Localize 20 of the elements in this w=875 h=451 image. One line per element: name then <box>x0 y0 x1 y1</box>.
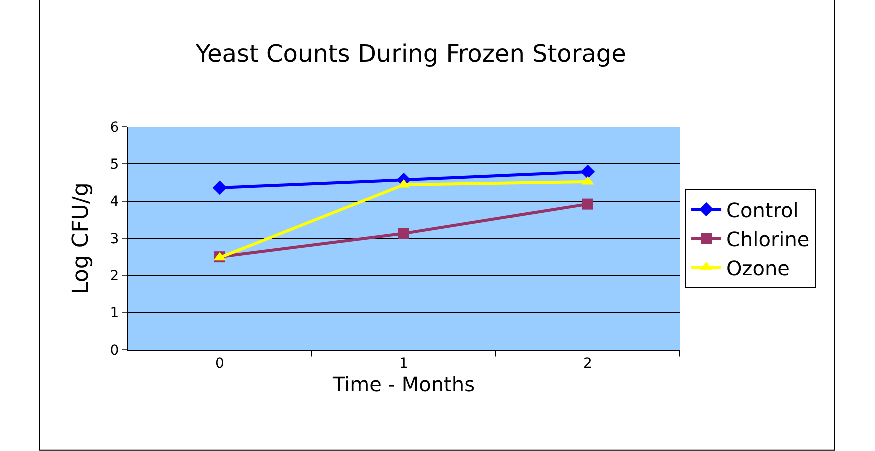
y-tick-label: 5 <box>110 157 120 174</box>
chart-title: Yeast Counts During Frozen Storage <box>195 40 626 68</box>
x-tick-label: 1 <box>400 356 408 372</box>
point <box>212 180 228 196</box>
y-tick-label: 6 <box>110 120 120 136</box>
x-tick-label: 0 <box>216 356 224 372</box>
legend-label: Control <box>726 198 799 222</box>
legend-label: Ozone <box>726 256 790 280</box>
y-tick-label: 0 <box>110 342 120 359</box>
x-axis-title: Time - Months <box>332 372 475 396</box>
point <box>398 228 410 240</box>
point <box>580 164 596 180</box>
x-tick-label: 2 <box>584 356 592 372</box>
y-tick-label: 2 <box>110 268 120 285</box>
y-tick-label: 4 <box>110 194 120 210</box>
y-tick-label: 1 <box>110 306 120 322</box>
legend-label: Chlorine <box>726 227 810 252</box>
y-tick-label: 3 <box>110 231 120 248</box>
y-axis-title: Log CFU/g <box>69 182 94 294</box>
point <box>582 198 594 210</box>
